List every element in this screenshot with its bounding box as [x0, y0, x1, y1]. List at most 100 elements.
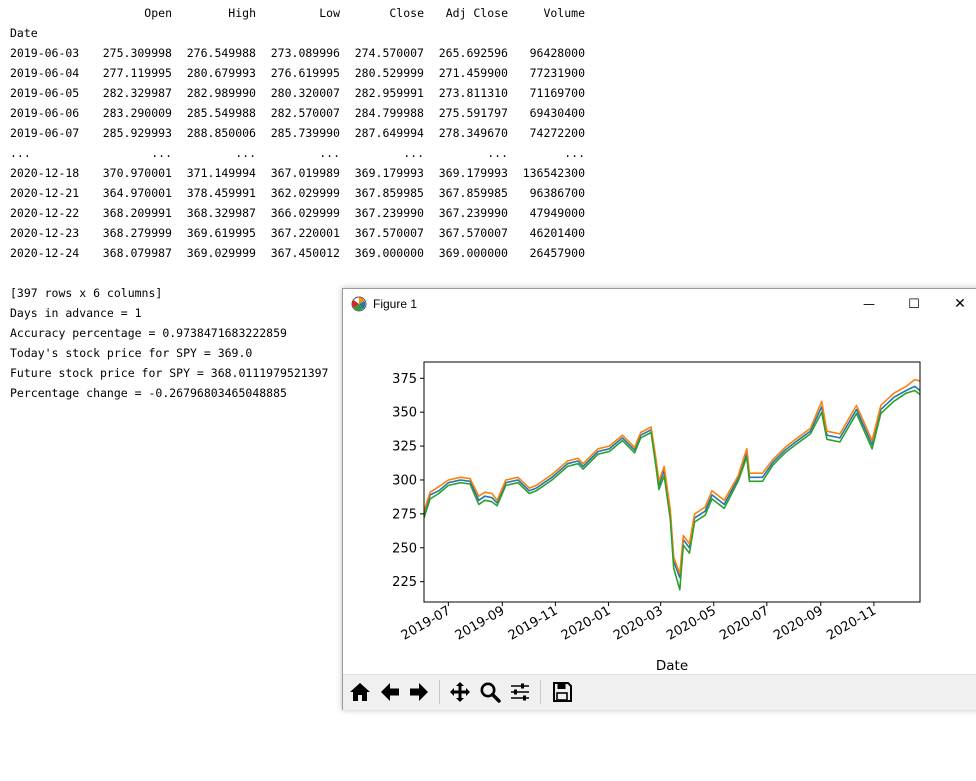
row-volume: 74272200: [529, 126, 585, 140]
row-open: 364.970001: [102, 186, 172, 200]
row-open: 282.329987: [102, 86, 172, 100]
configure-subplots-icon: [511, 683, 529, 701]
row-volume: 69430400: [529, 106, 585, 120]
y-tick-label: 350: [392, 406, 417, 421]
minimize-button[interactable]: —: [863, 297, 875, 311]
row-open: 370.970001: [102, 166, 172, 180]
row-volume: 96428000: [529, 46, 585, 60]
output-today-price: Today's stock price for SPY = 369.0: [10, 346, 253, 360]
row-adj-close: 367.570007: [438, 226, 508, 240]
figure-window[interactable]: Figure 1 — ☐ ✕ 225 250 275 300 325 350 375 2019…: [342, 288, 976, 710]
table-row: 2019-06-04 277.119995 280.679993 276.619995…: [10, 63, 585, 83]
y-tick-label: 325: [392, 440, 417, 455]
row-low: 367.220001: [270, 226, 340, 240]
table-row: 2019-06-06 283.290009 285.549988 282.570007…: [10, 103, 585, 123]
table-row: 2019-06-07 285.929993 288.850006 285.739990…: [10, 123, 585, 143]
y-tick-label: 275: [392, 507, 417, 522]
row-low: 366.029999: [270, 206, 340, 220]
x-tick-label: 2020-03: [611, 603, 666, 643]
header-open: Open: [144, 6, 172, 20]
row-high: 368.329987: [186, 206, 256, 220]
y-tick-label: 225: [392, 575, 417, 590]
home-button[interactable]: [347, 679, 373, 705]
row-date: 2019-06-05: [10, 86, 80, 100]
row-volume: 136542300: [522, 166, 585, 180]
forward-icon: [410, 683, 428, 701]
title-bar[interactable]: Figure 1 — ☐ ✕: [343, 289, 976, 319]
y-tick-label: 375: [392, 372, 417, 387]
row-high: 276.549988: [186, 46, 256, 60]
row-adj-close: ...: [487, 146, 508, 160]
line-chart[interactable]: 225 250 275 300 325 350 375 2019-07 2019-092019-…: [343, 319, 976, 674]
row-close: 280.529999: [354, 66, 424, 80]
pan-button[interactable]: [447, 679, 473, 705]
x-tick-label: 2019-11: [506, 603, 561, 643]
row-volume: ...: [564, 146, 585, 160]
row-low: ...: [319, 146, 340, 160]
row-low: 367.019989: [270, 166, 340, 180]
row-open: 277.119995: [102, 66, 172, 80]
x-tick-label: 2019-07: [399, 603, 454, 643]
row-date: 2020-12-24: [10, 246, 80, 260]
back-button[interactable]: [377, 679, 403, 705]
forward-button[interactable]: [406, 679, 432, 705]
zoom-button[interactable]: [477, 679, 503, 705]
table-row: 2020-12-23 368.279999 369.619995 367.220001…: [10, 223, 585, 243]
series-line-2: [424, 378, 920, 575]
row-open: 285.929993: [102, 126, 172, 140]
row-open: 368.209991: [102, 206, 172, 220]
row-adj-close: 369.000000: [438, 246, 508, 260]
row-volume: 96386700: [529, 186, 585, 200]
row-open: 368.279999: [102, 226, 172, 240]
configure-subplots-button[interactable]: [507, 679, 533, 705]
axes-frame: [423, 361, 921, 603]
dataframe-summary: [397 rows x 6 columns]: [10, 286, 163, 300]
row-adj-close: 273.811310: [438, 86, 508, 100]
row-open: 368.079987: [102, 246, 172, 260]
row-close: 369.000000: [354, 246, 424, 260]
output-accuracy: Accuracy percentage = 0.9738471683222859: [10, 326, 287, 340]
row-volume: 71169700: [529, 86, 585, 100]
x-tick-label: 2020-07: [717, 603, 772, 643]
row-adj-close: 369.179993: [438, 166, 508, 180]
table-row: 2019-06-03 275.309998 276.549988 273.089996…: [10, 43, 585, 63]
row-date: 2020-12-18: [10, 166, 80, 180]
row-date: ...: [10, 146, 31, 160]
output-future-price: Future stock price for SPY = 368.0111979…: [10, 366, 329, 380]
plot-canvas[interactable]: 225 250 275 300 325 350 375 2019-07 2019-09 2019-…: [343, 319, 976, 674]
save-button[interactable]: [549, 679, 575, 705]
close-button[interactable]: ✕: [954, 296, 966, 312]
row-high: 369.029999: [186, 246, 256, 260]
maximize-button[interactable]: ☐: [908, 296, 920, 312]
row-low: 362.029999: [270, 186, 340, 200]
output-days: Days in advance = 1: [10, 306, 142, 320]
row-adj-close: 367.859985: [438, 186, 508, 200]
navigation-toolbar: [343, 674, 976, 710]
row-close: 369.179993: [354, 166, 424, 180]
row-date: 2020-12-23: [10, 226, 80, 240]
x-tick-label: 2020-09: [771, 603, 826, 643]
toolbar-separator: [439, 680, 440, 704]
pan-icon: [450, 682, 470, 702]
row-volume: 46201400: [529, 226, 585, 240]
row-adj-close: 278.349670: [438, 126, 508, 140]
row-open: 275.309998: [102, 46, 172, 60]
row-date: 2019-06-04: [10, 66, 80, 80]
row-close: ...: [403, 146, 424, 160]
row-date: 2020-12-21: [10, 186, 80, 200]
row-high: 282.989990: [186, 86, 256, 100]
y-tick-label: 300: [392, 473, 417, 488]
y-tick-label: 250: [392, 541, 417, 556]
blank-line: [10, 263, 585, 283]
row-low: 367.450012: [270, 246, 340, 260]
index-name: Date: [10, 26, 38, 40]
output-percentage-change: Percentage change = -0.26796803465048885: [10, 386, 287, 400]
row-high: 285.549988: [186, 106, 256, 120]
header-close: Close: [389, 6, 424, 20]
row-adj-close: 367.239990: [438, 206, 508, 220]
row-high: 280.679993: [186, 66, 256, 80]
row-volume: 26457900: [529, 246, 585, 260]
table-row: 2020-12-22 368.209991 368.329987 366.029999…: [10, 203, 585, 223]
row-close: 274.570007: [354, 46, 424, 60]
row-high: 378.459991: [186, 186, 256, 200]
